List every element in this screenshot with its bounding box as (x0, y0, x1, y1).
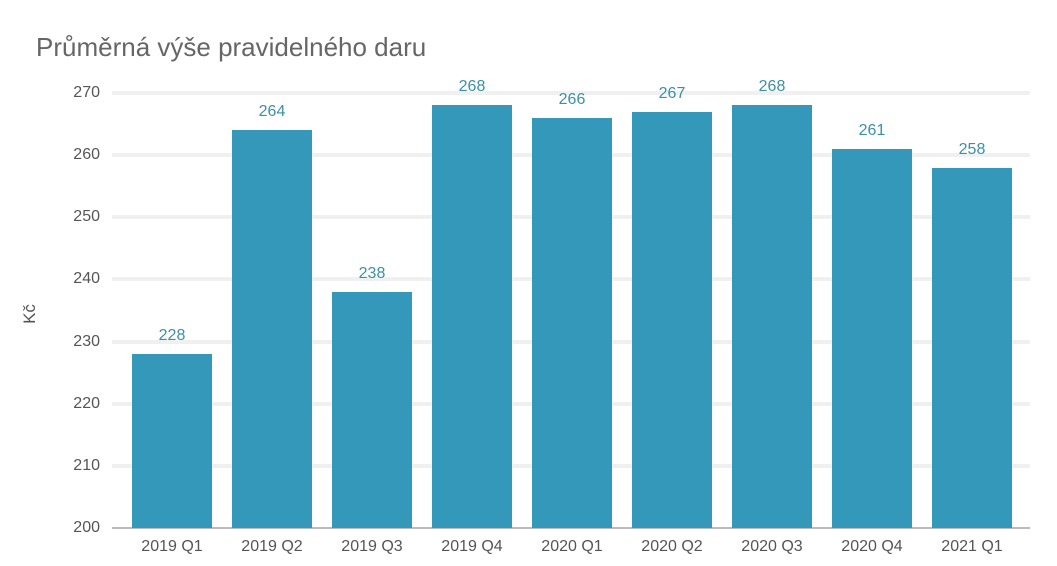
bar[interactable] (332, 291, 412, 528)
data-label: 261 (858, 121, 886, 139)
bar[interactable] (132, 354, 212, 528)
data-label: 267 (658, 84, 686, 102)
data-label: 264 (258, 103, 286, 121)
bar[interactable] (532, 117, 612, 528)
y-axis-label: Kč (20, 304, 39, 324)
x-tick-label: 2019 Q4 (441, 538, 503, 555)
x-tick-label: 2019 Q1 (141, 538, 203, 555)
x-tick-label: 2020 Q3 (741, 538, 803, 555)
y-tick-label: 260 (73, 146, 100, 164)
x-tick-label: 2020 Q4 (841, 538, 903, 555)
y-tick-label: 210 (73, 456, 100, 474)
data-label: 266 (558, 90, 586, 108)
data-label: 268 (758, 78, 786, 96)
data-label: 238 (358, 264, 386, 282)
y-tick-label: 220 (73, 394, 100, 412)
x-tick-label: 2021 Q1 (941, 538, 1003, 555)
data-label: 258 (958, 140, 986, 158)
x-tick-label: 2019 Q3 (341, 538, 403, 555)
gridline (112, 91, 1030, 95)
bar[interactable] (932, 167, 1012, 528)
y-tick-label: 230 (73, 332, 100, 350)
x-axis-line (112, 527, 1030, 529)
x-tick-label: 2020 Q1 (541, 538, 603, 555)
bar[interactable] (632, 111, 712, 528)
y-tick-label: 270 (73, 84, 100, 101)
data-label: 268 (458, 78, 486, 96)
bar[interactable] (732, 105, 812, 528)
x-tick-label: 2020 Q2 (641, 538, 703, 555)
bar[interactable] (232, 130, 312, 528)
y-tick-label: 200 (73, 519, 100, 536)
x-tick-label: 2019 Q2 (241, 538, 303, 555)
bar[interactable] (432, 105, 512, 528)
y-tick-label: 240 (73, 270, 100, 288)
bar[interactable] (832, 148, 912, 528)
y-tick-label: 250 (73, 208, 100, 226)
data-label: 228 (158, 327, 186, 344)
chart-title: Průměrná výše pravidelného daru (36, 32, 427, 62)
